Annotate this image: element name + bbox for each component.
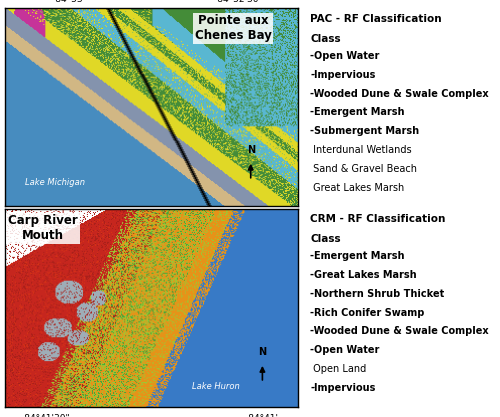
Text: -Wooded Dune & Swale Complex: -Wooded Dune & Swale Complex <box>310 89 489 99</box>
Text: CRM - RF Classification: CRM - RF Classification <box>310 214 446 224</box>
Text: Pointe aux
Chenes Bay: Pointe aux Chenes Bay <box>194 14 272 42</box>
Text: Lake Huron: Lake Huron <box>192 382 240 391</box>
Text: -Emergent Marsh: -Emergent Marsh <box>310 251 404 261</box>
Text: -Northern Shrub Thicket: -Northern Shrub Thicket <box>310 289 444 299</box>
Text: N: N <box>246 145 255 155</box>
Text: -Great Lakes Marsh: -Great Lakes Marsh <box>310 270 417 280</box>
Text: N: N <box>258 347 266 357</box>
Text: Sand & Gravel Beach: Sand & Gravel Beach <box>310 164 417 174</box>
Text: -Submergent Marsh: -Submergent Marsh <box>310 126 420 136</box>
Text: -Emergent Marsh: -Emergent Marsh <box>310 108 404 118</box>
Text: -84°53': -84°53' <box>53 0 86 5</box>
Text: -Impervious: -Impervious <box>310 383 376 393</box>
Text: -Open Water: -Open Water <box>310 345 380 355</box>
Text: Great Lakes Marsh: Great Lakes Marsh <box>310 183 404 193</box>
Text: Open Land: Open Land <box>310 364 366 374</box>
Text: -84°52'30": -84°52'30" <box>214 0 264 5</box>
Text: -Open Water: -Open Water <box>310 51 380 61</box>
Text: -84°41'30": -84°41'30" <box>22 414 70 417</box>
Text: Class: Class <box>310 34 341 44</box>
Text: Class: Class <box>310 234 341 244</box>
Text: Carp River
Mouth: Carp River Mouth <box>8 214 78 242</box>
Text: Interdunal Wetlands: Interdunal Wetlands <box>310 145 412 155</box>
Text: -Rich Conifer Swamp: -Rich Conifer Swamp <box>310 308 424 318</box>
Text: Lake Michigan: Lake Michigan <box>26 178 86 187</box>
Text: -Wooded Dune & Swale Complex: -Wooded Dune & Swale Complex <box>310 327 489 337</box>
Text: -Impervious: -Impervious <box>310 70 376 80</box>
Text: -84°41': -84°41' <box>246 414 279 417</box>
Text: PAC - RF Classification: PAC - RF Classification <box>310 14 442 24</box>
